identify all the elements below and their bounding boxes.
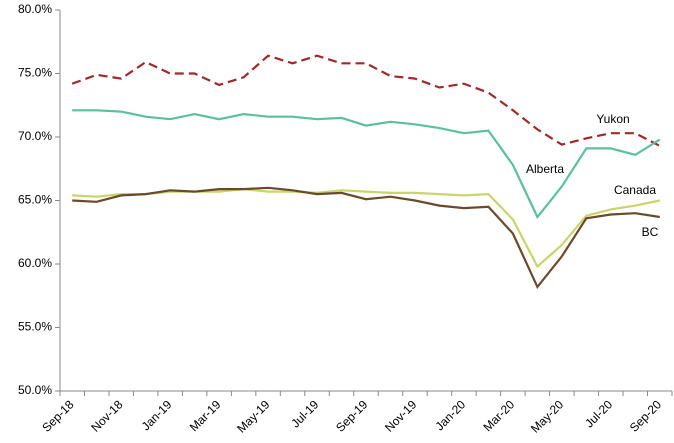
y-tick-label: 65.0% [18, 193, 52, 207]
y-tick-label: 55.0% [18, 320, 52, 334]
x-tick-label: Mar-20 [480, 397, 517, 434]
y-tick-label: 70.0% [18, 129, 52, 143]
x-tick-label: Sep-18 [39, 397, 76, 434]
x-tick-label: Sep-20 [627, 397, 664, 434]
y-tick-label: 80.0% [18, 2, 52, 16]
y-tick-label: 75.0% [18, 66, 52, 80]
y-tick-label: 50.0% [18, 383, 52, 397]
x-tick-label: May-20 [528, 397, 566, 435]
y-tick-label: 60.0% [18, 256, 52, 270]
series-label: BC [642, 225, 659, 239]
x-tick-label: Jul-19 [288, 397, 321, 430]
x-tick-label: Mar-19 [187, 397, 224, 434]
x-tick-label: May-19 [234, 397, 272, 435]
series-line [72, 187, 661, 269]
x-tick-label: Jan-20 [432, 397, 468, 433]
x-tick-label: Sep-19 [333, 397, 370, 434]
series-label: Yukon [596, 112, 629, 126]
series-line [71, 54, 661, 147]
x-tick-label: Nov-18 [88, 397, 125, 434]
series-line [72, 186, 660, 289]
series-line [72, 109, 661, 220]
x-tick-label: Jul-20 [582, 397, 615, 430]
x-tick-label: Jan-19 [139, 397, 175, 433]
x-tick-label: Nov-19 [382, 397, 419, 434]
series-label: Alberta [526, 162, 564, 176]
series-label: Canada [614, 183, 656, 197]
